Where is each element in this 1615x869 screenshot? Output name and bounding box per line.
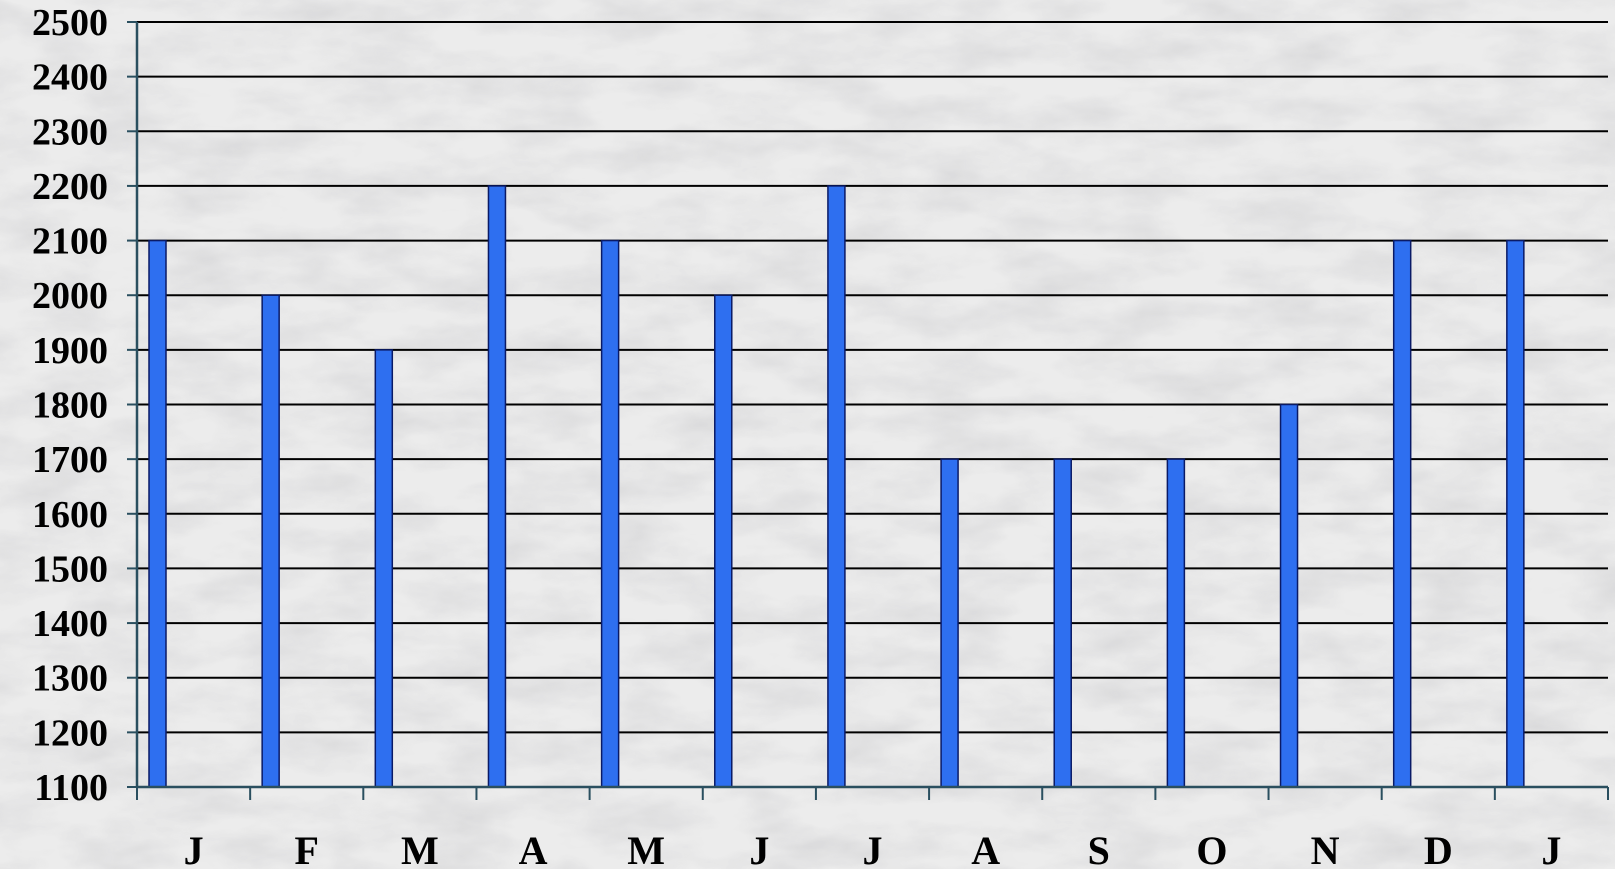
x-tick-label: D xyxy=(1424,828,1453,869)
bar xyxy=(1279,403,1299,788)
y-tick-label: 2100 xyxy=(32,221,108,263)
y-tick-label: 1300 xyxy=(32,658,108,700)
x-tick-label: N xyxy=(1311,828,1340,869)
y-tick-label: 1600 xyxy=(32,494,108,536)
bar xyxy=(827,185,846,788)
y-tick-labels: 2500 2400 2300 2200 2100 2000 1900 1800 1700 1600… xyxy=(32,2,108,809)
x-tick-label: J xyxy=(749,828,769,869)
x-tick-label: J xyxy=(184,828,204,869)
bar xyxy=(1166,458,1186,788)
bar xyxy=(940,458,959,788)
x-tick-label: S xyxy=(1088,828,1110,869)
bar xyxy=(1506,239,1525,788)
bar xyxy=(374,349,394,788)
y-tick-label: 2000 xyxy=(32,275,108,317)
x-tick-label: J xyxy=(1541,828,1561,869)
bar xyxy=(1053,458,1072,788)
bar xyxy=(714,294,733,788)
bar xyxy=(487,185,507,788)
x-tick-label: M xyxy=(401,828,439,869)
x-tick-label: A xyxy=(519,828,548,869)
y-tick-label: 2500 xyxy=(32,2,108,44)
y-tick-label: 1500 xyxy=(32,548,108,590)
y-tick-label: 2400 xyxy=(32,57,108,99)
bar xyxy=(261,294,280,788)
y-tick-label: 1100 xyxy=(34,767,108,809)
bar xyxy=(600,239,620,788)
y-tick-label: 1200 xyxy=(32,712,108,754)
axes xyxy=(127,21,1609,800)
x-tick-label: O xyxy=(1196,828,1227,869)
y-tick-label: 1800 xyxy=(32,385,108,427)
bar xyxy=(148,239,167,788)
x-tick-label: M xyxy=(627,828,665,869)
x-tick-label: F xyxy=(295,828,319,869)
y-tick-label: 1900 xyxy=(32,330,108,372)
y-tick-label: 1400 xyxy=(32,603,108,645)
y-tick-label: 1700 xyxy=(32,439,108,481)
y-tick-label: 2200 xyxy=(32,166,108,208)
bar xyxy=(1392,239,1412,788)
y-tick-label: 2300 xyxy=(32,111,108,153)
x-tick-label: A xyxy=(971,828,1000,869)
x-tick-label: J xyxy=(863,828,883,869)
